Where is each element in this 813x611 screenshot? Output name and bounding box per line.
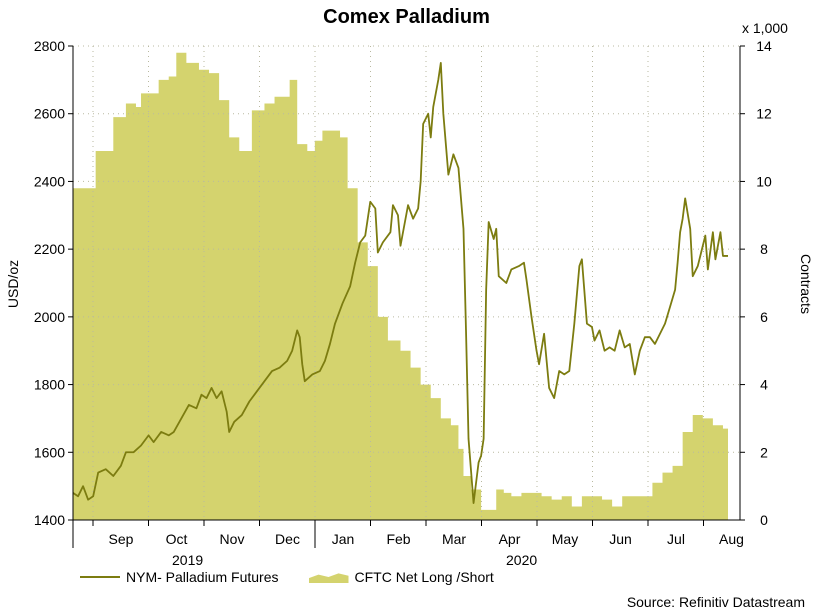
x-tick-label: Jan bbox=[332, 531, 355, 547]
source-note: Source: Refinitiv Datastream bbox=[626, 594, 805, 610]
y-left-tick-label: 2600 bbox=[34, 106, 65, 122]
x-tick-label: Aug bbox=[719, 531, 744, 547]
x-tick-label: Nov bbox=[220, 531, 245, 547]
legend-label-futures: NYM- Palladium Futures bbox=[126, 569, 279, 585]
x-tick-label: Dec bbox=[275, 531, 300, 547]
x-tick-label: Oct bbox=[166, 531, 188, 547]
y-left-tick-label: 1600 bbox=[34, 444, 65, 460]
legend: NYM- Palladium Futures CFTC Net Long /Sh… bbox=[80, 569, 524, 585]
y-right-tick-label: 4 bbox=[760, 377, 768, 393]
y-right-tick-label: 14 bbox=[756, 38, 772, 54]
legend-line-swatch bbox=[80, 576, 120, 578]
x-tick-label: Mar bbox=[442, 531, 466, 547]
x-tick-label: Sep bbox=[109, 531, 134, 547]
year-label-2019: 2019 bbox=[172, 552, 204, 568]
y-left-tick-label: 2000 bbox=[34, 309, 65, 325]
y-right-tick-label: 6 bbox=[760, 309, 768, 325]
x-tick-label: Jun bbox=[609, 531, 632, 547]
year-label-2020: 2020 bbox=[506, 552, 538, 568]
y-left-tick-label: 1800 bbox=[34, 377, 65, 393]
legend-area-swatch bbox=[308, 573, 349, 583]
y-right-tick-label: 2 bbox=[760, 444, 768, 460]
legend-item-futures: NYM- Palladium Futures bbox=[80, 569, 279, 585]
x-tick-label: Apr bbox=[499, 531, 521, 547]
cftc-area-series bbox=[73, 52, 728, 521]
y-right-tick-label: 0 bbox=[760, 512, 768, 528]
chart-title: Comex Palladium bbox=[323, 6, 490, 28]
x-tick-label: May bbox=[552, 531, 578, 547]
y-right-tick-label: 8 bbox=[760, 241, 768, 257]
y-left-tick-label: 2800 bbox=[34, 38, 65, 54]
right-axis-multiplier: x 1,000 bbox=[742, 20, 788, 36]
palladium-futures-line bbox=[72, 62, 728, 504]
y-left-tick-label: 2400 bbox=[34, 173, 65, 189]
y-right-tick-label: 10 bbox=[756, 173, 772, 189]
y-left-tick-label: 1400 bbox=[34, 512, 65, 528]
x-tick-label: Jul bbox=[667, 531, 685, 547]
legend-label-cftc: CFTC Net Long /Short bbox=[354, 569, 494, 585]
y-left-tick-label: 2200 bbox=[34, 241, 65, 257]
x-tick-label: Feb bbox=[386, 531, 410, 547]
y-right-tick-label: 12 bbox=[756, 106, 772, 122]
legend-item-cftc: CFTC Net Long /Short bbox=[308, 569, 494, 585]
